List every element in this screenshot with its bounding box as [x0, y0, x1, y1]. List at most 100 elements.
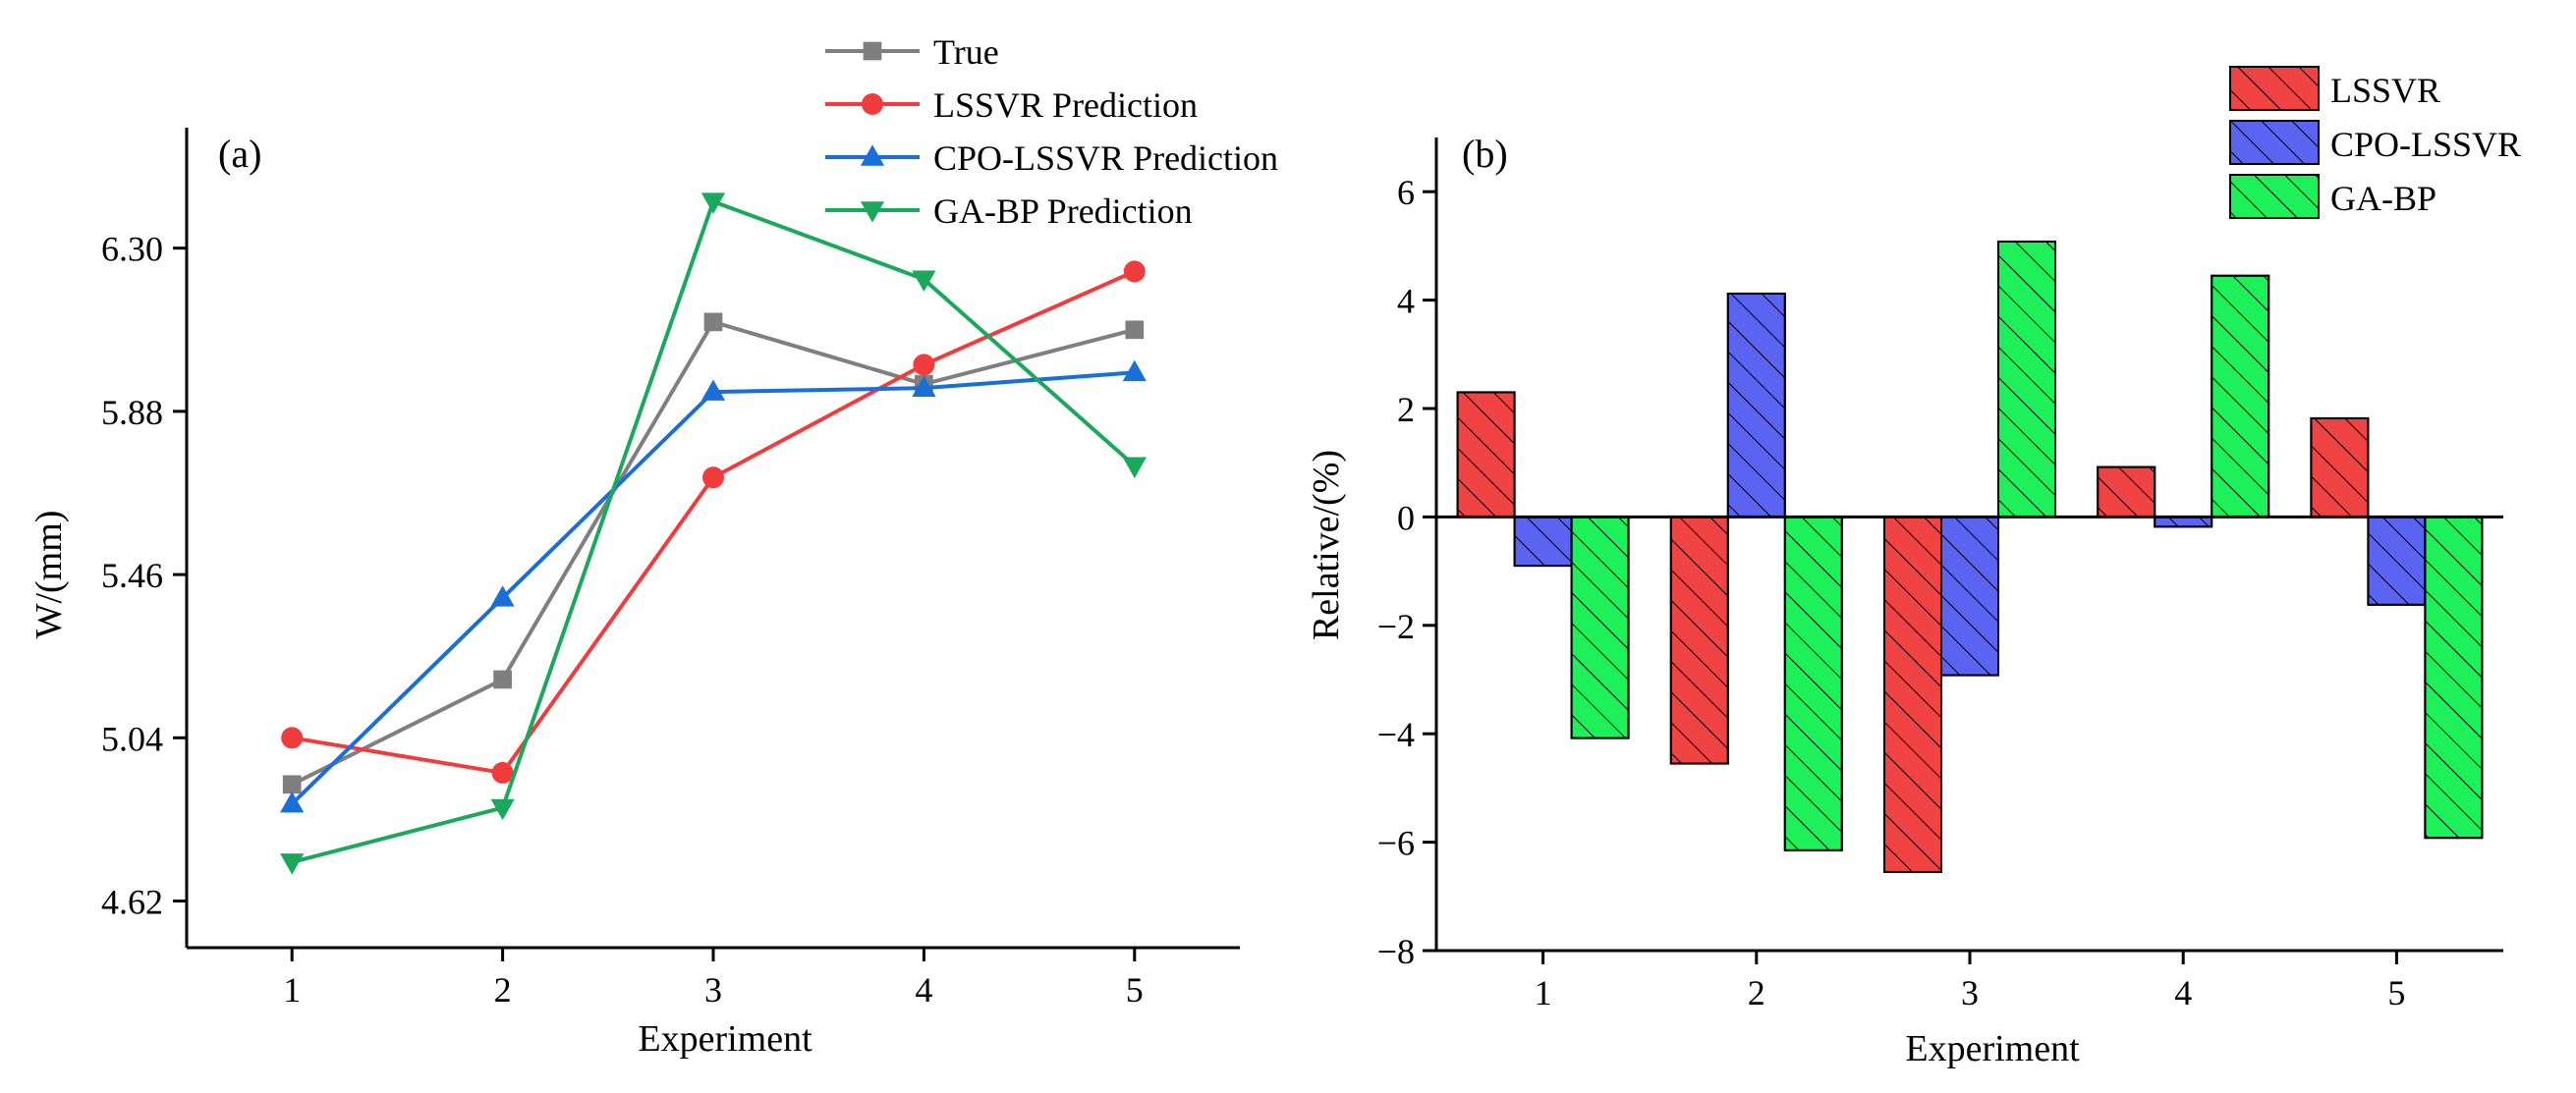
panel-a-x-tick-label: 1	[283, 970, 301, 1010]
data-point-cpo-lssvr-prediction	[280, 791, 305, 813]
panel-a-axes: 4.62 5.04 5.46 5.88 6.30 1 2 3 4 5	[101, 128, 1240, 1010]
legend-marker-true	[863, 41, 882, 61]
panel-a-series-layer	[280, 192, 1147, 875]
panel-b-legend: LSSVR CPO-LSSVR GA-BP	[2229, 66, 2521, 219]
legend-item-lssvr: LSSVR	[2229, 66, 2440, 111]
panel-b-bar-chart: −8 −6 −4 −2 0 2 4 6 1 2 3 4 5 (b) Experiment Relativ…	[1306, 66, 2521, 1069]
legend-label-ga-bp: GA-BP	[2330, 179, 2436, 218]
legend-label-ga-bp-prediction: GA-BP Prediction	[933, 191, 1193, 231]
panel-b-y-tick-label: 2	[1397, 390, 1415, 429]
panel-b-y-tick-label: −4	[1377, 715, 1415, 754]
bar-hatch	[2310, 416, 2370, 519]
legend-swatch-hatch-ga-bp	[2229, 174, 2320, 219]
panel-b-x-tick-label: 5	[2387, 973, 2405, 1012]
bar-hatch	[1456, 391, 1516, 519]
data-point-lssvr-prediction	[281, 727, 304, 749]
panel-b-x-axis-label: Experiment	[1905, 1028, 2080, 1069]
bar-ga-bp-4	[2211, 274, 2270, 519]
panel-b-label: (b)	[1462, 132, 1508, 176]
panel-b-bars-layer	[1456, 240, 2484, 873]
bar-lssvr-4	[2097, 465, 2156, 519]
panel-a-label: (a)	[218, 132, 261, 176]
bar-ga-bp-1	[1570, 516, 1630, 739]
legend-item-cpo-lssvr: CPO-LSSVR	[2229, 120, 2521, 165]
panel-a-y-tick-label: 5.46	[101, 556, 163, 595]
data-point-ga-bp-prediction	[280, 853, 305, 875]
bar-lssvr-5	[2310, 416, 2370, 519]
data-point-true	[282, 775, 302, 794]
bar-hatch	[1783, 516, 1843, 851]
bar-hatch	[2211, 274, 2270, 519]
panel-a-y-tick-label: 4.62	[101, 883, 163, 922]
legend-item-lssvr-prediction: LSSVR Prediction	[825, 85, 1198, 125]
series-line-ga-bp-prediction	[291, 198, 1137, 864]
bar-cpo-lssvr-1	[1513, 516, 1573, 568]
panel-a-legend: True LSSVR Prediction CPO-LSSVR Prediction…	[825, 32, 1278, 231]
data-point-lssvr-prediction	[702, 466, 724, 489]
bar-ga-bp-3	[1997, 240, 2056, 519]
panel-b-y-tick-label: 0	[1397, 498, 1415, 537]
bar-hatch	[1883, 516, 1942, 873]
series-ga-bp-prediction	[280, 192, 1147, 875]
legend-label-cpo-lssvr-prediction: CPO-LSSVR Prediction	[933, 138, 1278, 178]
bar-cpo-lssvr-2	[1726, 292, 1786, 519]
panel-b-y-axis-label: Relative/(%)	[1306, 450, 1347, 640]
panel-a-line-chart: 4.62 5.04 5.46 5.88 6.30 1 2 3 4 5 (a) Experiment…	[28, 32, 1278, 1060]
bar-ga-bp-5	[2424, 516, 2484, 840]
series-true	[282, 312, 1145, 794]
data-point-ga-bp-prediction	[700, 192, 726, 214]
legend-swatch-hatch-lssvr	[2229, 66, 2320, 111]
bar-lssvr-1	[1456, 391, 1516, 519]
panel-a-x-tick-label: 3	[704, 970, 722, 1010]
data-point-true	[493, 670, 512, 689]
panel-b-x-tick-label: 3	[1961, 973, 1979, 1012]
data-point-true	[1125, 320, 1145, 340]
panel-a-y-tick-label: 6.30	[101, 230, 163, 269]
bar-hatch	[2424, 516, 2484, 840]
bar-hatch	[2097, 465, 2156, 519]
legend-item-true: True	[825, 32, 999, 72]
bar-hatch	[1669, 516, 1729, 765]
legend-item-ga-bp: GA-BP	[2229, 174, 2436, 219]
panel-a-y-axis-label: W/(mm)	[28, 511, 70, 639]
bar-hatch	[1513, 516, 1573, 568]
legend-marker-lssvr-prediction	[862, 93, 883, 115]
bar-lssvr-3	[1883, 516, 1942, 873]
panel-b-x-tick-label: 1	[1535, 973, 1552, 1012]
series-line-lssvr-prediction	[291, 269, 1136, 776]
legend-item-ga-bp-prediction: GA-BP Prediction	[825, 191, 1193, 231]
series-lssvr-prediction	[281, 260, 1146, 784]
panel-a-x-tick-label: 4	[915, 970, 932, 1010]
series-line-cpo-lssvr-prediction	[290, 370, 1135, 806]
data-point-cpo-lssvr-prediction	[490, 585, 515, 607]
bar-hatch	[1940, 516, 1999, 677]
data-point-ga-bp-prediction	[1122, 457, 1147, 478]
data-point-lssvr-prediction	[913, 354, 935, 376]
panel-a-x-axis-label: Experiment	[638, 1018, 812, 1060]
data-point-true	[703, 312, 723, 332]
panel-b-y-tick-label: −6	[1377, 824, 1415, 863]
legend-item-cpo-lssvr-prediction: CPO-LSSVR Prediction	[825, 138, 1278, 178]
data-point-ga-bp-prediction	[912, 270, 936, 292]
panel-b-y-tick-label: −2	[1377, 607, 1415, 646]
legend-swatch-hatch-cpo-lssvr	[2229, 120, 2320, 165]
bar-cpo-lssvr-3	[1940, 516, 1999, 677]
panel-a-y-tick-label: 5.88	[101, 393, 163, 432]
legend-label-cpo-lssvr: CPO-LSSVR	[2330, 125, 2521, 164]
data-point-lssvr-prediction	[491, 761, 514, 784]
panel-b-y-tick-label: −8	[1377, 932, 1415, 971]
panel-b-y-tick-label: 6	[1397, 173, 1415, 212]
series-cpo-lssvr-prediction	[280, 359, 1147, 813]
data-point-lssvr-prediction	[1123, 260, 1146, 283]
panel-b-y-tick-label: 4	[1397, 282, 1415, 321]
data-point-ga-bp-prediction	[490, 798, 515, 821]
data-point-cpo-lssvr-prediction	[1122, 359, 1147, 382]
legend-label-lssvr: LSSVR	[2330, 71, 2440, 110]
panel-a-x-tick-label: 5	[1126, 970, 1144, 1010]
panel-a-x-tick-label: 2	[494, 970, 512, 1010]
legend-label-true: True	[933, 32, 999, 72]
panel-b-x-tick-label: 4	[2174, 973, 2192, 1012]
bar-cpo-lssvr-5	[2367, 516, 2427, 606]
bar-hatch	[1726, 292, 1786, 519]
